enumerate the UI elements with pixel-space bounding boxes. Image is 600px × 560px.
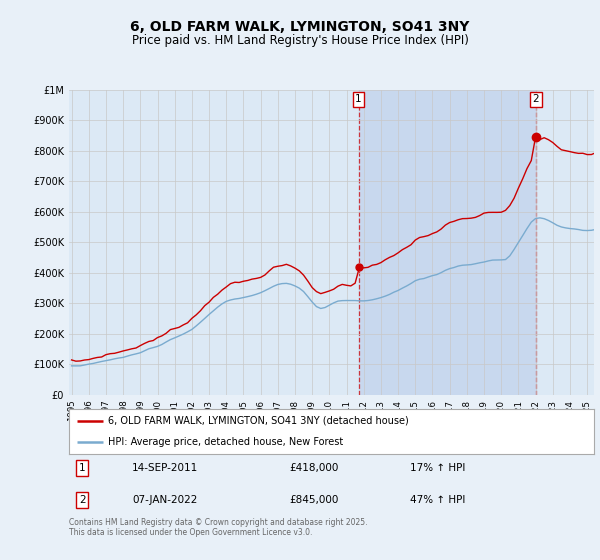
Text: Price paid vs. HM Land Registry's House Price Index (HPI): Price paid vs. HM Land Registry's House …	[131, 34, 469, 46]
Text: £418,000: £418,000	[290, 463, 339, 473]
Text: 14-SEP-2011: 14-SEP-2011	[132, 463, 198, 473]
Bar	[359, 90, 536, 395]
Text: 17% ↑ HPI: 17% ↑ HPI	[410, 463, 466, 473]
Text: 2: 2	[79, 495, 85, 505]
Text: 1: 1	[79, 463, 85, 473]
Text: 47% ↑ HPI: 47% ↑ HPI	[410, 495, 466, 505]
Text: HPI: Average price, detached house, New Forest: HPI: Average price, detached house, New …	[109, 436, 344, 446]
Text: £845,000: £845,000	[290, 495, 339, 505]
Text: 6, OLD FARM WALK, LYMINGTON, SO41 3NY (detached house): 6, OLD FARM WALK, LYMINGTON, SO41 3NY (d…	[109, 416, 409, 426]
Text: 2: 2	[533, 94, 539, 104]
Text: 07-JAN-2022: 07-JAN-2022	[132, 495, 197, 505]
Text: Contains HM Land Registry data © Crown copyright and database right 2025.
This d: Contains HM Land Registry data © Crown c…	[69, 518, 367, 538]
Text: 6, OLD FARM WALK, LYMINGTON, SO41 3NY: 6, OLD FARM WALK, LYMINGTON, SO41 3NY	[130, 20, 470, 34]
Text: 1: 1	[355, 94, 362, 104]
